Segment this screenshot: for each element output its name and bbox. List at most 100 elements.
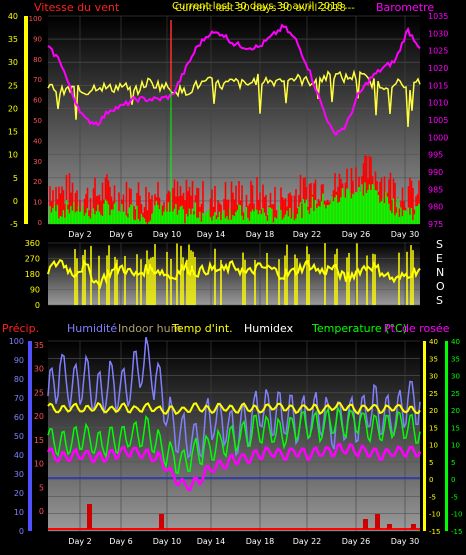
legend-humidity: Humidité — [67, 322, 117, 335]
legend-indoor-hum: Indoor hum — [118, 322, 181, 335]
precip-bar — [87, 504, 92, 529]
temp-scale-bar-green — [445, 341, 448, 531]
precip-bars — [48, 504, 420, 530]
temp-y-tick-label-left: -5 — [429, 493, 436, 501]
humidity-y-tick-label: 20 — [14, 489, 24, 498]
top-y-tick-label: 30 — [8, 58, 18, 67]
legend-dewpoint: Pt. de rosée — [384, 322, 450, 335]
top-y-inner-tick-label: 0 — [38, 219, 42, 227]
bottom-x-tick-label: Day 18 — [246, 537, 275, 546]
precip-bar — [363, 519, 368, 529]
humidity-y-tick-label: 0 — [19, 527, 24, 536]
bottom-x-tick-label: Day 2 — [68, 537, 91, 546]
precip-bar — [375, 514, 380, 529]
top-y-tick-label: 35 — [8, 35, 18, 44]
top-x-tick-label: Day 26 — [342, 230, 371, 239]
top-y-right-tick-label: 1030 — [428, 29, 448, 38]
top-y-right-tick-label: 1005 — [428, 116, 448, 125]
barometer-line — [47, 23, 421, 137]
top-y-right-tick-label: 1000 — [428, 133, 448, 142]
temp-y-tick-label-left: 25 — [429, 390, 438, 398]
temp-y-tick-label-left: 30 — [429, 373, 438, 381]
precip-bar — [411, 524, 416, 529]
precip-y-tick-label: 5 — [39, 483, 44, 492]
humidity-y-tick-label: 50 — [14, 432, 24, 441]
top-wind-bars — [49, 155, 420, 224]
top-y-inner-tick-label: 90 — [33, 35, 42, 43]
humidity-y-tick-label: 40 — [14, 451, 24, 460]
temp-y-tick-label-right: 15 — [451, 424, 460, 432]
precip-y-tick-label: 15 — [34, 436, 44, 445]
top-x-tick-label: Day 30 — [391, 230, 420, 239]
top-y-tick-label: 0 — [13, 197, 18, 206]
top-y-inner-tick-label: 10 — [33, 199, 42, 207]
direction-y-tick-label: 0 — [35, 301, 40, 310]
top-x-tick-label: Day 10 — [153, 230, 182, 239]
top-y-tick-label: 20 — [8, 104, 18, 113]
bottom-legend: Précip. Humidité Indoor hum Temp d'int. … — [2, 322, 450, 335]
direction-y-tick-label: 180 — [25, 270, 40, 279]
compass-label: S — [436, 294, 443, 307]
top-x-tick-label: Day 22 — [293, 230, 322, 239]
top-y-inner-tick-label: 40 — [33, 137, 42, 145]
temp-y-tick-label-right: -15 — [451, 528, 462, 536]
chart-title: Current last 30 days 30 avril 2018 — [172, 1, 343, 12]
temp-y-tick-label-left: 15 — [429, 424, 438, 432]
top-chart: 4035302520151050-51009080706050403020100… — [8, 1, 449, 239]
precip-y-tick-label: 35 — [34, 341, 44, 350]
bottom-x-tick-label: Day 14 — [197, 537, 226, 546]
top-y-scale-bar — [24, 16, 28, 224]
humidity-y-tick-label: 30 — [14, 470, 24, 479]
temp-y-tick-label-left: 10 — [429, 442, 438, 450]
direction-y-axis: 360 270 180 90 0 — [25, 239, 40, 310]
top-y-tick-label: 5 — [13, 174, 18, 183]
top-y-right-tick-label: 1010 — [428, 99, 448, 108]
direction-bars — [74, 243, 414, 305]
top-y-tick-label: -5 — [10, 220, 18, 229]
wind-speed-label: Vitesse du vent — [34, 1, 120, 14]
top-y-right-tick-label: 980 — [428, 203, 443, 212]
precip-bar — [159, 514, 164, 529]
bottom-x-tick-label: Day 6 — [109, 537, 132, 546]
chart-title-overlap: Current last 30 days 30 avril 2018 — [175, 3, 346, 14]
barometer-label: Barometre — [376, 1, 434, 14]
wind-direction-line — [47, 259, 421, 290]
top-y-right-tick-label: 975 — [428, 220, 443, 229]
direction-y-tick-label: 90 — [30, 286, 40, 295]
temp-y-tick-label-right: 20 — [451, 407, 460, 415]
temp-y-tick-label-right: -10 — [451, 511, 462, 519]
temp-scale-bar-yellow — [423, 341, 426, 531]
humidity-y-tick-label: 100 — [9, 337, 24, 346]
compass-label: E — [436, 252, 443, 265]
temp-y-tick-label-left: -10 — [429, 511, 440, 519]
top-y-right-tick-label: 1015 — [428, 81, 448, 90]
humidity-y-tick-label: 70 — [14, 394, 24, 403]
precip-bar — [387, 524, 392, 529]
top-x-tick-label: Day 14 — [197, 230, 226, 239]
title-dash: --- — [344, 3, 355, 14]
temperature-line — [47, 406, 421, 475]
bottom-x-tick-label: Day 30 — [391, 537, 420, 546]
top-y-inner-tick-label: 20 — [33, 178, 42, 186]
legend-temperature: Temperature (°C) — [311, 322, 407, 335]
temperature-y-axis: 40 40 35 35 30 30 25 25 20 20 15 15 10 10 5 5 0 0 -5 -5 -10 -… — [429, 338, 462, 536]
bottom-x-tick-label: Day 22 — [293, 537, 322, 546]
top-x-tick-label: Day 18 — [246, 230, 275, 239]
dewpoint-line — [46, 442, 422, 492]
temp-y-tick-label-right: 40 — [451, 338, 460, 346]
top-y-inner-tick-label: 60 — [33, 97, 42, 105]
top-y-right-tick-label: 1025 — [428, 47, 448, 56]
humidity-y-tick-label: 90 — [14, 356, 24, 365]
top-y-inner-tick-label: 100 — [29, 15, 42, 23]
precip-y-tick-label: 0 — [39, 507, 44, 516]
top-temperature-line — [47, 69, 421, 128]
bottom-x-tick-label: Day 26 — [342, 537, 371, 546]
top-y-right-tick-label: 1020 — [428, 64, 448, 73]
compass-label: S — [436, 238, 443, 251]
temp-y-tick-label-left: 35 — [429, 355, 438, 363]
top-y-axis-right: 1035 1030 1025 1020 1015 1010 1005 1000 995 990 98… — [428, 12, 448, 229]
